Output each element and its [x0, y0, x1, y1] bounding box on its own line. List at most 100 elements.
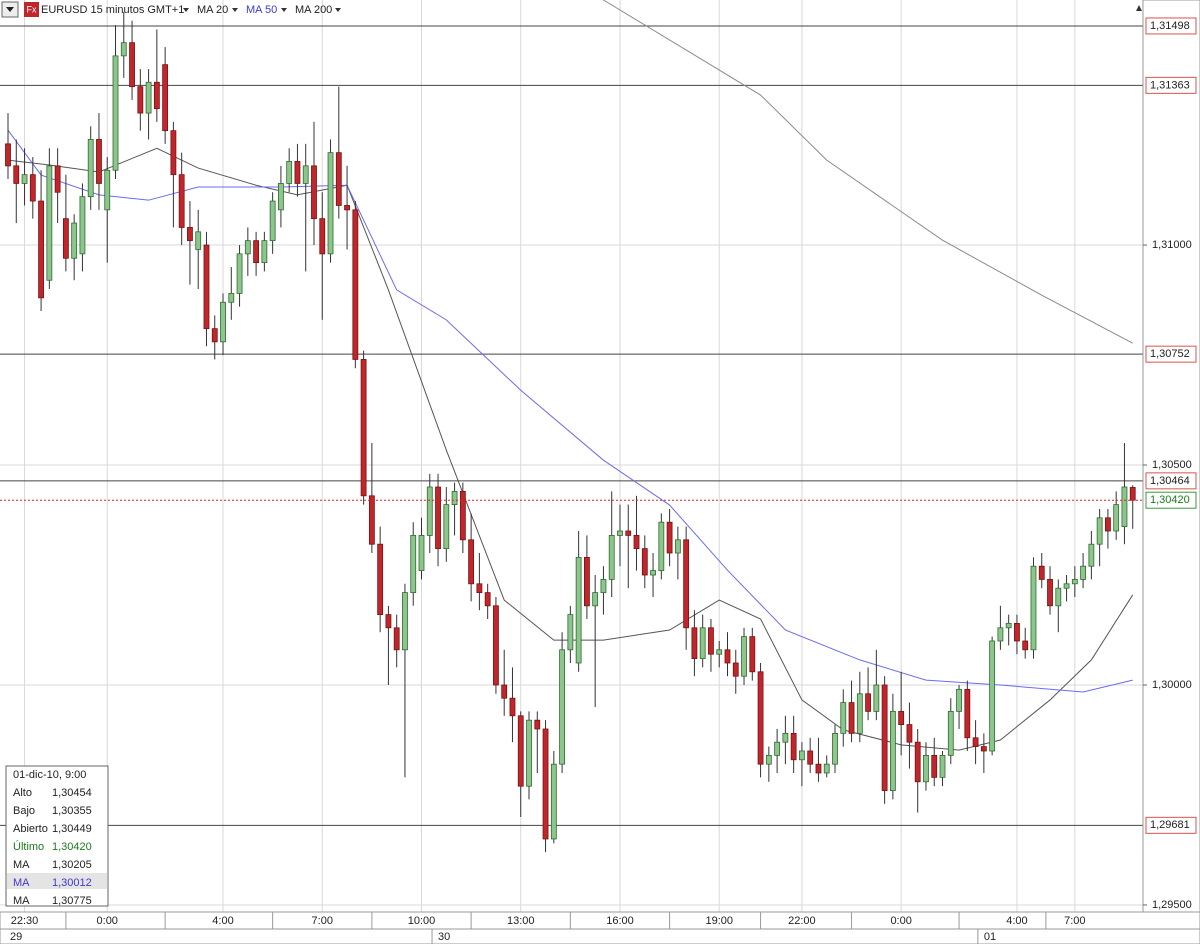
candle-body — [972, 737, 979, 747]
candle-body — [278, 183, 284, 211]
candle-body — [997, 627, 1004, 642]
info-value: 1,30449 — [52, 823, 92, 835]
ma-label[interactable]: MA 50 — [246, 4, 277, 16]
candle-body — [865, 693, 871, 712]
last-price-tag — [1145, 491, 1197, 509]
info-box: 01-dic-10, 9:00 Alto 1,30454 Bajo 1,30355 Ab… — [5, 765, 109, 907]
candle-body — [1022, 640, 1029, 651]
x-tick-label: 19:00 — [705, 915, 733, 927]
level-tag — [1145, 17, 1197, 35]
x-tick-label: 13:00 — [507, 915, 535, 927]
candle-body — [575, 557, 582, 664]
candle-body — [947, 710, 954, 756]
candle-body — [534, 719, 541, 730]
candle-body — [5, 143, 11, 167]
candle-body — [617, 530, 623, 536]
ma-label[interactable]: MA 20 — [197, 4, 228, 16]
candle-body — [832, 732, 838, 765]
candle-body — [129, 42, 135, 88]
candle-body — [625, 530, 632, 536]
candle-body — [29, 174, 36, 202]
candle-body — [87, 139, 94, 198]
candle-body — [286, 161, 293, 184]
candle-body — [964, 688, 971, 739]
dropdown-arrow[interactable] — [232, 8, 238, 12]
candle-body — [178, 174, 185, 228]
candle-body — [302, 165, 309, 184]
candle-body — [633, 535, 640, 550]
candle-body — [451, 491, 458, 506]
candle-body — [517, 715, 524, 787]
candle-body — [559, 649, 565, 765]
dropdown-arrow[interactable] — [281, 8, 287, 12]
candle-body — [699, 627, 706, 659]
candle-body — [650, 570, 656, 576]
candle-body — [484, 592, 491, 607]
moving-average — [603, 0, 1133, 344]
x-tick-label: 4:00 — [1006, 915, 1027, 927]
candle-body — [889, 710, 896, 791]
dropdown-arrow[interactable] — [335, 8, 341, 12]
x-tick-label: 16:00 — [606, 915, 634, 927]
candle-body — [757, 671, 764, 765]
candle-body — [377, 543, 384, 615]
candle-body — [807, 750, 814, 765]
info-value: 1,30012 — [52, 877, 92, 889]
candle-body — [1055, 587, 1062, 607]
candle-body — [162, 64, 169, 132]
candle-body — [236, 253, 243, 294]
candle-body — [848, 702, 855, 734]
candle-body — [253, 240, 260, 264]
level-label: 1,31498 — [1150, 20, 1190, 32]
candle-body — [567, 614, 574, 651]
info-label: Último — [13, 840, 44, 853]
candle-body — [732, 662, 739, 677]
level-label: 1,30464 — [1150, 475, 1190, 487]
candle-body — [989, 640, 996, 752]
candle-body — [1096, 517, 1103, 545]
candle-body — [608, 535, 615, 580]
candle-body — [1121, 486, 1128, 528]
x-tick-label: 0:00 — [890, 915, 911, 927]
x-tick-label: 22:00 — [788, 915, 816, 927]
corner-icon[interactable] — [1136, 5, 1142, 11]
candle-body — [13, 165, 20, 184]
x-axis-panel — [0, 911, 1200, 945]
level-label: 1,29681 — [1150, 819, 1190, 831]
candle-body — [501, 684, 508, 699]
info-value: 1,30454 — [52, 787, 92, 799]
candle-body — [319, 218, 326, 255]
x-tick-label: 7:00 — [1064, 915, 1085, 927]
candle-body — [782, 732, 789, 743]
axes: 1,29500 1,30000 1,30500 1,31000 22:30 0:00 4:0… — [10, 17, 1197, 944]
candle-body — [1080, 565, 1086, 580]
candle-body — [914, 741, 921, 783]
candle-body — [550, 763, 557, 840]
fx-icon — [24, 2, 39, 17]
candle-body — [509, 697, 516, 717]
y-tick-label: 1,31000 — [1152, 239, 1192, 251]
candle-body — [716, 649, 723, 655]
candle-body — [79, 196, 86, 255]
candle-body — [203, 244, 210, 330]
candle-body — [1005, 622, 1012, 629]
candle-body — [923, 754, 929, 783]
day-label: 30 — [438, 931, 450, 943]
candle-body — [410, 535, 417, 594]
level-tag — [1145, 345, 1197, 363]
candle-body — [228, 293, 235, 303]
x-tick-label: 0:00 — [97, 915, 118, 927]
ma-label[interactable]: MA 200 — [295, 4, 332, 16]
candle-body — [269, 200, 276, 242]
dropdown-arrow[interactable] — [183, 8, 189, 12]
symbol-label[interactable]: EURUSD 15 minutos GMT+1 — [41, 4, 184, 16]
last-price-label: 1,30420 — [1150, 494, 1190, 506]
candle-body — [294, 161, 301, 184]
candle-body — [980, 746, 987, 752]
candle-body — [459, 491, 466, 541]
candle-body — [765, 754, 772, 765]
x-tick-label: 7:00 — [312, 915, 333, 927]
candle-body — [311, 165, 317, 220]
